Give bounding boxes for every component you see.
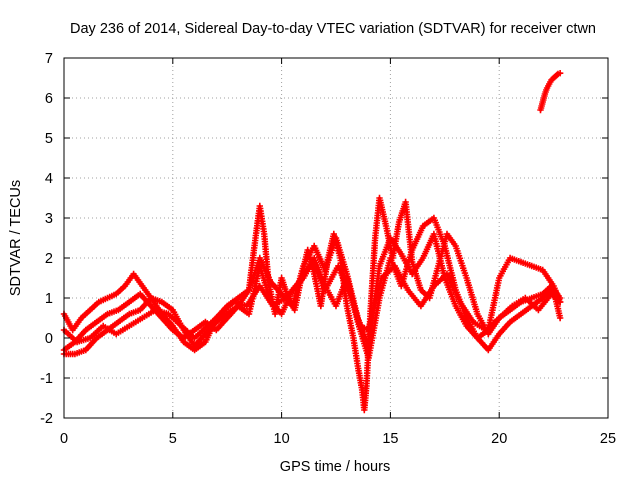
x-tick-label: 5 (169, 431, 177, 447)
y-tick-label: 4 (45, 171, 53, 187)
data-point (556, 70, 564, 77)
y-tick-label: 5 (45, 131, 53, 147)
series-track-4 (60, 258, 564, 346)
x-tick-label: 10 (274, 431, 290, 447)
x-tick-label: 0 (60, 431, 68, 447)
chart-title: Day 236 of 2014, Sidereal Day-to-day VTE… (70, 21, 596, 37)
series-track-5 (537, 70, 564, 114)
y-tick-label: 6 (45, 91, 53, 107)
data-point (556, 314, 564, 322)
series-track-2 (60, 214, 564, 362)
series-track-1 (60, 194, 564, 414)
y-tick-label: 2 (45, 251, 53, 267)
y-tick-label: 1 (45, 291, 53, 307)
plot-frame (63, 57, 609, 419)
x-tick-label: 25 (600, 431, 616, 447)
y-tick-label: -2 (40, 411, 53, 427)
series-line (62, 216, 562, 360)
data-point (556, 298, 564, 306)
x-tick-label: 20 (491, 431, 507, 447)
y-axis-label: SDTVAR / TECUs (8, 180, 24, 296)
x-axis-label: GPS time / hours (280, 459, 390, 475)
y-tick-label: 0 (45, 331, 53, 347)
axis-ticks: 0 5 10 15 20 25 -2 -1 0 1 2 3 4 5 6 7 (40, 51, 616, 447)
data-point (553, 71, 561, 79)
x-tick-label: 15 (382, 431, 398, 447)
y-tick-label: 7 (45, 51, 53, 67)
grid (64, 58, 608, 418)
y-tick-label: -1 (40, 371, 53, 387)
data-series (60, 70, 564, 414)
y-tick-label: 3 (45, 211, 53, 227)
